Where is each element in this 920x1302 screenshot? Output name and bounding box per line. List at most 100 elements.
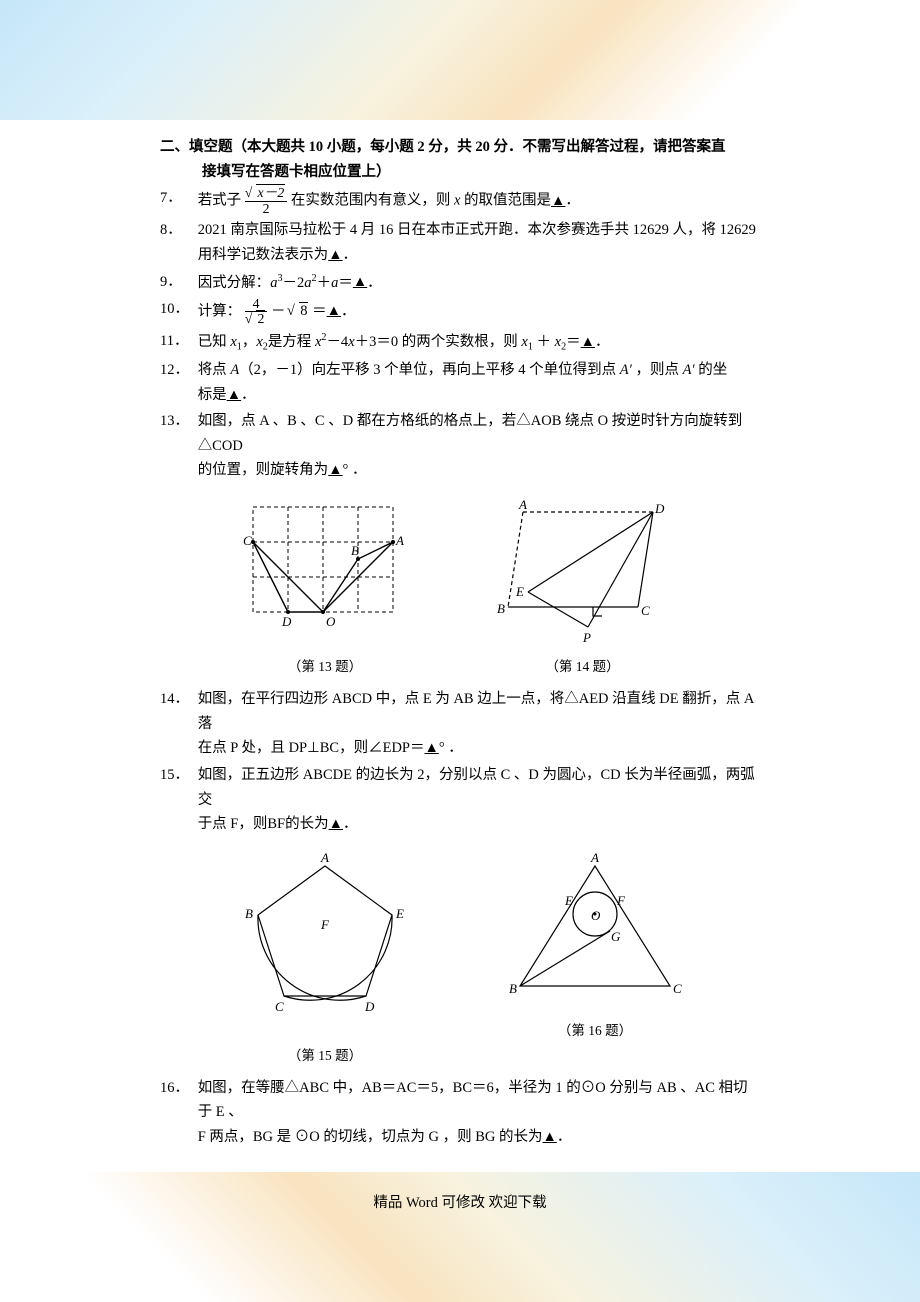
answer-blank <box>581 330 595 355</box>
q13-line2: 的位置，则旋转角为 ． <box>198 458 760 483</box>
figure-15-caption: （第 15 题） <box>225 1045 425 1068</box>
q12-post: 的坐 <box>698 362 727 378</box>
question-body: 将点 A（2，－1）向左平移 3 个单位，再向上平移 4 个单位得到点 A′ ，… <box>198 358 760 407</box>
figure-13-caption: （第 13 题） <box>238 656 413 679</box>
answer-blank <box>542 1125 556 1150</box>
label-D: D <box>281 614 292 629</box>
label-A: A <box>320 851 329 865</box>
label-A: A <box>518 497 527 512</box>
q14-line1: 如图，在平行四边形 ABCD 中，点 E 为 AB 边上一点，将△AED 沿直线… <box>198 687 760 736</box>
question-14: 14． 如图，在平行四边形 ABCD 中，点 E 为 AB 边上一点，将△AED… <box>160 687 760 761</box>
q10-eq: ＝ <box>312 303 327 319</box>
q11-c: ， <box>242 334 257 350</box>
question-number: 7． <box>160 186 198 216</box>
question-body: 如图，在平行四边形 ABCD 中，点 E 为 AB 边上一点，将△AED 沿直线… <box>198 687 760 761</box>
figure-14: A D B C E P （第 14 题） <box>483 497 683 679</box>
q10-pre: 计算： <box>198 303 242 319</box>
label-E: E <box>515 584 524 599</box>
label-F: F <box>616 893 626 908</box>
figure-15: A B E C D F （第 15 题） <box>225 851 425 1068</box>
q9-pre: 因式分解： <box>198 274 271 290</box>
q10-end: ． <box>341 303 356 319</box>
question-number: 14． <box>160 687 198 761</box>
answer-blank <box>327 299 341 324</box>
label-B: B <box>497 601 505 616</box>
q7-fraction: x－2 2 <box>245 186 287 216</box>
figure-16-caption: （第 16 题） <box>495 1020 695 1043</box>
question-16: 16． 如图，在等腰△ABC 中，AB＝AC＝5，BC＝6，半径为 1 的⊙O … <box>160 1076 760 1150</box>
question-body: 若式子 x－2 2 在实数范围内有意义，则 x 的取值范围是． <box>198 186 760 216</box>
q12-end: ． <box>241 387 256 403</box>
q14-line2: 在点 P 处，且 DP⊥BC，则∠EDP＝ ． <box>198 736 760 761</box>
q16-l2a: F 两点，BG 是 ⊙O 的切线，切点为 G ，则 BG 的长为 <box>198 1129 543 1145</box>
answer-blank <box>328 458 342 483</box>
label-D: D <box>364 999 375 1014</box>
q12-mid: ，则点 <box>635 362 682 378</box>
label-B: B <box>245 906 253 921</box>
q16-line1: 如图，在等腰△ABC 中，AB＝AC＝5，BC＝6，半径为 1 的⊙O 分别与 … <box>198 1076 760 1125</box>
q12-l2: 标是 <box>198 387 227 403</box>
q12-Ap: A′ <box>620 362 636 378</box>
q8-line1: 2021 南京国际马拉松于 4 月 16 日在本市正式开跑．本次参赛选手共 12… <box>198 218 760 243</box>
question-9: 9． 因式分解：a3－2a2＋a＝． <box>160 270 760 295</box>
label-A: A <box>395 533 404 548</box>
q12-pre: 将点 <box>198 362 231 378</box>
figure-16-svg: A B C E F G O <box>495 851 695 1016</box>
figure-row-2: A B E C D F （第 15 题） <box>160 851 760 1068</box>
q11-pre: 已知 <box>198 334 231 350</box>
q8-line2a: 用科学记数法表示为 <box>198 247 329 263</box>
q8-line2: 用科学记数法表示为． <box>198 243 760 268</box>
question-11: 11． 已知 x1，x2是方程 x2－4x＋3＝0 的两个实数根，则 x1 ＋ … <box>160 329 760 356</box>
q15-end: ． <box>343 816 358 832</box>
question-number: 16． <box>160 1076 198 1150</box>
question-body: 如图，在等腰△ABC 中，AB＝AC＝5，BC＝6，半径为 1 的⊙O 分别与 … <box>198 1076 760 1150</box>
label-D: D <box>654 501 665 516</box>
figure-row-1: C A B D O （第 13 题） <box>160 497 760 679</box>
label-E: E <box>395 906 404 921</box>
q16-line2: F 两点，BG 是 ⊙O 的切线，切点为 G ，则 BG 的长为． <box>198 1125 760 1150</box>
answer-blank <box>329 812 343 837</box>
q10-sqrt8-val: 8 <box>299 302 308 319</box>
q9-mid2: ＋ <box>317 274 332 290</box>
question-body: 因式分解：a3－2a2＋a＝． <box>198 270 760 295</box>
q15-line1: 如图，正五边形 ABCDE 的边长为 2，分别以点 C 、D 为圆心，CD 长为… <box>198 763 760 812</box>
figure-16: A B C E F G O （第 16 题） <box>495 851 695 1068</box>
q9-eq: ＝ <box>338 274 353 290</box>
answer-blank <box>425 736 439 761</box>
label-A: A <box>590 851 599 865</box>
question-number: 10． <box>160 297 198 327</box>
q7-post2: 的取值范围是 <box>460 193 551 209</box>
label-B: B <box>351 543 359 558</box>
section-title-line2: 接填写在答题卡相应位置上） <box>160 160 760 185</box>
question-13: 13． 如图，点 A 、B 、C 、D 都在方格纸的格点上，若△AOB 绕点 O… <box>160 409 760 483</box>
question-body: 已知 x1，x2是方程 x2－4x＋3＝0 的两个实数根，则 x1 ＋ x2＝． <box>198 329 760 356</box>
question-7: 7． 若式子 x－2 2 在实数范围内有意义，则 x 的取值范围是． <box>160 186 760 216</box>
q12-line1: 将点 A（2，－1）向左平移 3 个单位，再向上平移 4 个单位得到点 A′ ，… <box>198 358 760 383</box>
answer-blank <box>551 189 565 214</box>
label-O: O <box>326 614 336 629</box>
label-C: C <box>641 603 650 618</box>
question-body: 如图，正五边形 ABCDE 的边长为 2，分别以点 C 、D 为圆心，CD 长为… <box>198 763 760 837</box>
label-C: C <box>243 533 252 548</box>
question-number: 12． <box>160 358 198 407</box>
question-8: 8． 2021 南京国际马拉松于 4 月 16 日在本市正式开跑．本次参赛选手共… <box>160 218 760 267</box>
figure-15-svg: A B E C D F <box>225 851 425 1041</box>
q11-eqp: －4 <box>326 334 348 350</box>
q9-end: ． <box>367 274 382 290</box>
q10-den-sqrt: 2 <box>256 310 265 326</box>
q11-plus: ＋ <box>533 334 555 350</box>
q11-p3: ＋3＝0 的两个实数根，则 <box>355 334 522 350</box>
question-10: 10． 计算： 4 2 － 8 ＝． <box>160 297 760 327</box>
label-O: O <box>591 908 601 923</box>
q12-coord: （2，－1）向左平移 3 个单位，再向上平移 4 个单位得到点 <box>239 362 620 378</box>
q15-l2a: 于点 F，则BF的长为 <box>198 816 329 832</box>
q14-end: ． <box>445 740 463 756</box>
question-body: 2021 南京国际马拉松于 4 月 16 日在本市正式开跑．本次参赛选手共 12… <box>198 218 760 267</box>
question-number: 11． <box>160 329 198 356</box>
question-number: 9． <box>160 270 198 295</box>
q7-end: ． <box>565 193 580 209</box>
label-E: E <box>564 893 573 908</box>
q13-l2a: 的位置，则旋转角为 <box>198 462 329 478</box>
question-number: 15． <box>160 763 198 837</box>
q13-end: ． <box>348 462 366 478</box>
